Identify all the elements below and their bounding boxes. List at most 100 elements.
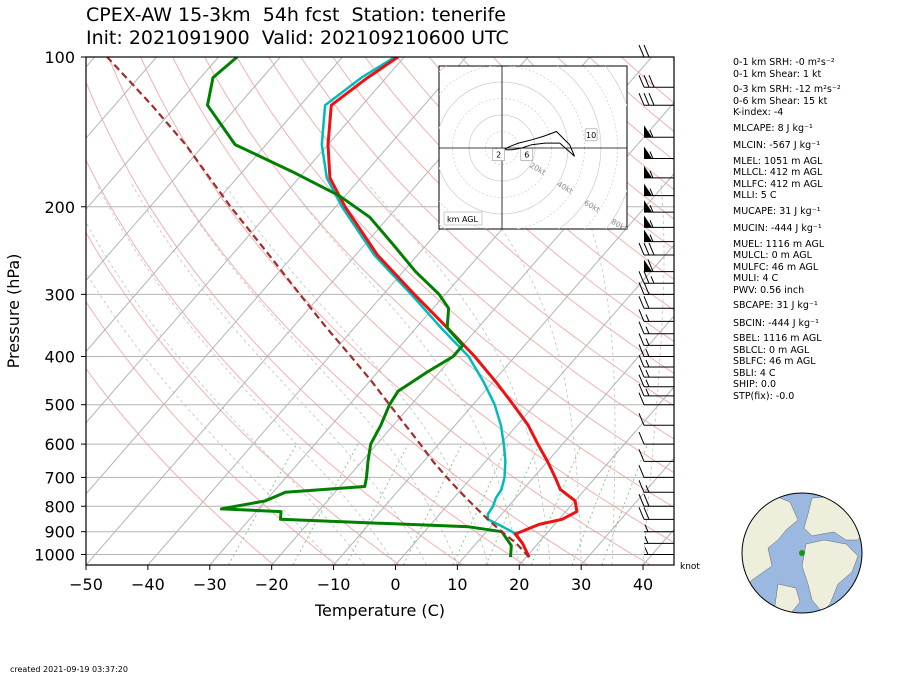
dry-adiabat-line: [364, 57, 674, 343]
wind-barb: [644, 183, 674, 197]
stat-srh-0-3: 0-3 km SRH: -12 m²s⁻²: [733, 84, 841, 95]
moist-adiabat-line: [96, 183, 396, 565]
wind-barb: [638, 507, 674, 520]
isotherm-line: [333, 172, 674, 565]
dry-adiabat-line: [268, 57, 674, 440]
wind-barb: [638, 465, 674, 478]
moist-adiabat-line: [573, 183, 616, 565]
moist-adiabat-line: [287, 183, 520, 565]
mixing-ratio-line: [292, 443, 359, 565]
moist-adiabat-line: [173, 183, 458, 565]
stat-mlcape: MLCAPE: 8 J kg⁻¹: [733, 122, 813, 134]
x-axis-label: Temperature (C): [314, 601, 445, 620]
wind-barb: [644, 125, 674, 138]
stat-k-index: K-index: -4: [733, 107, 784, 118]
wind-barb: [638, 383, 674, 397]
stat-stp: STP(fix): -0.0: [733, 390, 795, 402]
dry-adiabat-line: [86, 300, 338, 565]
dry-adiabat-line: [108, 57, 588, 565]
wind-barb: [638, 392, 674, 406]
dry-adiabat-line: [236, 57, 674, 474]
temperature-line: [326, 57, 579, 558]
y-tick-label: 200: [44, 198, 75, 217]
hodograph-legend-box: [443, 211, 483, 226]
isotherm-line: [86, 57, 467, 495]
stat-sbcin: SBCIN: -444 J kg⁻¹: [733, 317, 819, 329]
stats-panel: 0-1 km SRH: -0 m²s⁻² 0-1 km Shear: 1 kt …: [733, 57, 903, 402]
stat-mlel: MLEL: 1051 m AGL: [733, 155, 823, 167]
plot-frame: [85, 56, 675, 566]
wind-barb: [644, 524, 674, 533]
dry-adiabat-line: [86, 367, 275, 565]
wind-barb: [638, 242, 674, 256]
wind-unit-label: knot: [680, 562, 700, 572]
wind-barb: [638, 431, 674, 445]
y-tick-label: 1000: [34, 545, 75, 564]
y-tick-label: 900: [44, 523, 75, 542]
stat-mlcin: MLCIN: -567 J kg⁻¹: [733, 140, 821, 151]
stat-shear-0-1: 0-1 km Shear: 1 kt: [733, 68, 822, 80]
mixing-ratio-line: [601, 443, 649, 565]
hodograph-frame: [438, 65, 628, 230]
dry-adiabat-line: [86, 80, 526, 565]
hodograph-height-label: 2: [496, 151, 501, 160]
wind-barb: [638, 480, 674, 493]
stat-shear-0-6: 0-6 km Shear: 15 kt: [733, 95, 828, 107]
wind-barb: [638, 364, 674, 378]
isotherm-line: [580, 457, 674, 565]
moist-adiabat-line: [86, 271, 334, 565]
wind-barb: [644, 547, 674, 555]
x-tick-label: −40: [131, 575, 165, 594]
wind-barb: [638, 344, 674, 358]
globe-land: [742, 493, 862, 613]
wind-barb: [644, 215, 674, 228]
chart-title-line2: Init: 2021091900 Valid: 202109210600 UTC: [86, 27, 509, 49]
hodograph-height-label: 6: [524, 151, 529, 160]
station-marker: [799, 550, 805, 556]
y-tick-label: 100: [44, 48, 75, 67]
wind-barb: [644, 200, 674, 213]
globe-outline: [741, 492, 863, 614]
x-tick-label: 0: [390, 575, 400, 594]
mixing-ratio-line: [530, 443, 583, 565]
wind-barb: [638, 449, 674, 462]
isotherm-line: [518, 386, 674, 565]
isotherm-line: [86, 57, 405, 424]
stat-mucape: MUCAPE: 31 J kg⁻¹: [733, 205, 821, 217]
dry-adiabat-line: [428, 57, 674, 280]
stat-sblcl: SBLCL: 0 m AGL: [733, 344, 810, 356]
stat-mulcl: MULCL: 0 m AGL: [733, 250, 812, 261]
y-axis-label: Pressure (hPa): [4, 254, 23, 369]
x-tick-label: 30: [571, 575, 591, 594]
hodograph-height-box: [584, 128, 598, 142]
stat-sblfc: SBLFC: 46 m AGL: [733, 356, 816, 367]
stat-sbel: SBEL: 1116 m AGL: [733, 333, 822, 344]
y-tick-label: 700: [44, 468, 75, 487]
y-tick-label: 300: [44, 285, 75, 304]
dry-adiabat-line: [204, 57, 674, 508]
wind-barb: [638, 354, 674, 368]
stat-mlli: MLLI: 5 C: [733, 190, 777, 201]
wind-barb: [644, 259, 674, 273]
wind-barb: [638, 271, 674, 284]
wind-barb: [638, 494, 674, 507]
isotherm-line: [395, 244, 674, 565]
isotherm-line: [456, 315, 674, 565]
dry-adiabat-line: [300, 57, 674, 407]
moist-adiabat-line: [223, 183, 489, 565]
y-tick-label: 600: [44, 435, 75, 454]
parcel-line: [106, 57, 530, 558]
stat-pwv: PWV: 0.56 inch: [733, 284, 805, 296]
isotherm-line: [86, 57, 343, 353]
wind-barb: [638, 93, 674, 106]
x-tick-label: −20: [255, 575, 289, 594]
wind-barb: [638, 282, 674, 295]
wind-barb: [638, 333, 674, 346]
wind-barb: [638, 44, 674, 58]
moist-adiabat-line: [467, 183, 582, 565]
moist-adiabat-line: [131, 183, 427, 565]
wind-barb: [638, 374, 674, 388]
hodograph-height-label: 10: [586, 131, 596, 140]
isotherm-line: [86, 57, 157, 139]
